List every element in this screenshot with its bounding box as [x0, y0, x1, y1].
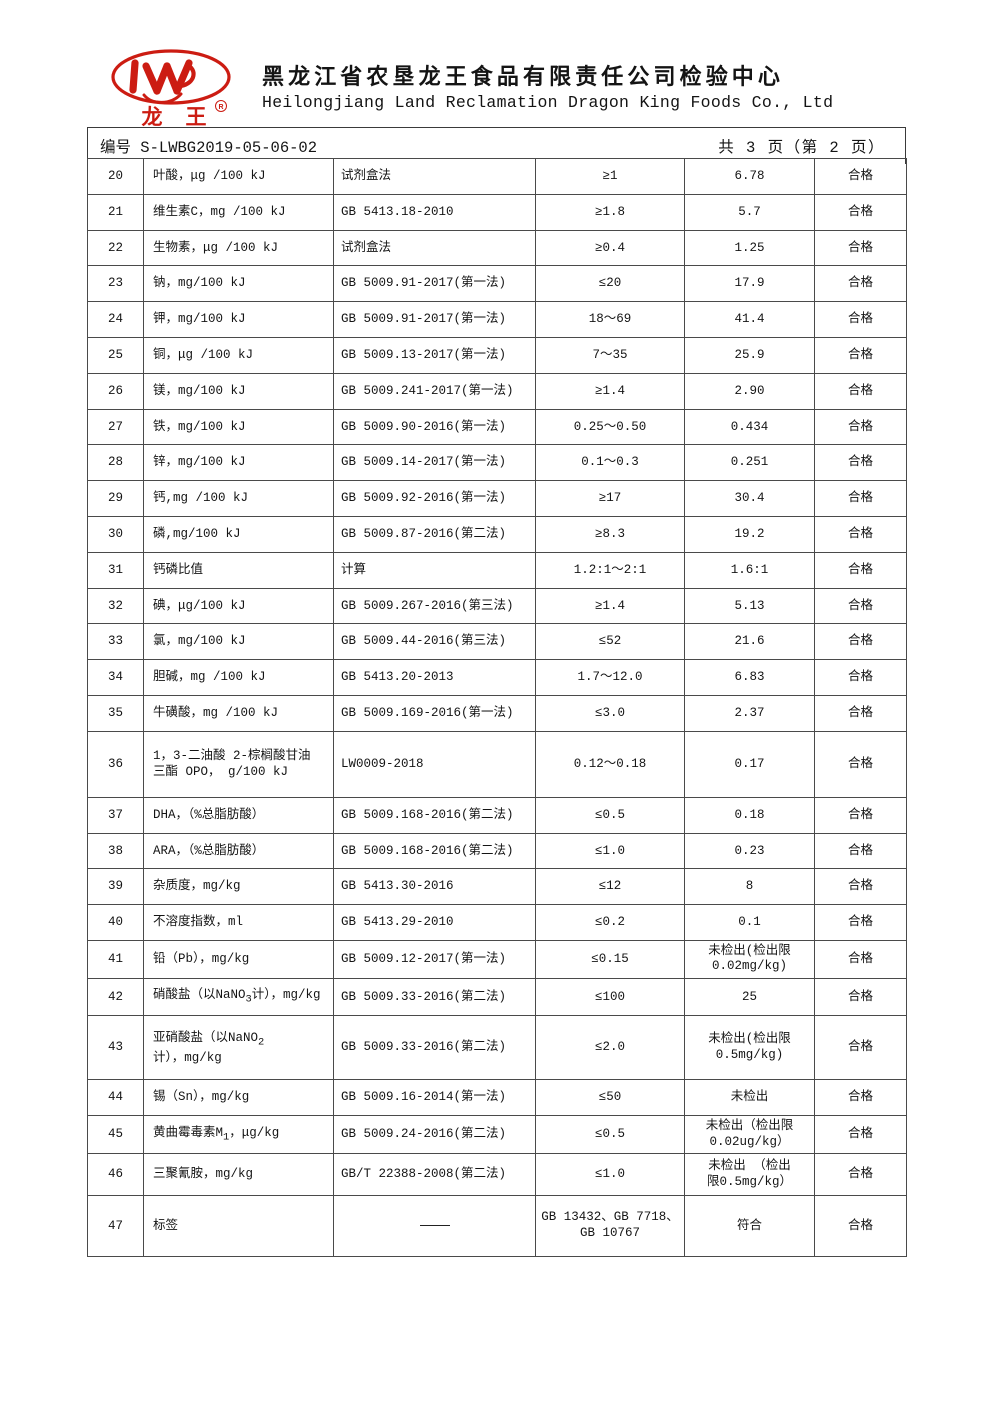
svg-text:龙: 龙	[142, 105, 163, 129]
svg-text:R: R	[218, 104, 223, 111]
svg-text:王: 王	[186, 106, 207, 129]
